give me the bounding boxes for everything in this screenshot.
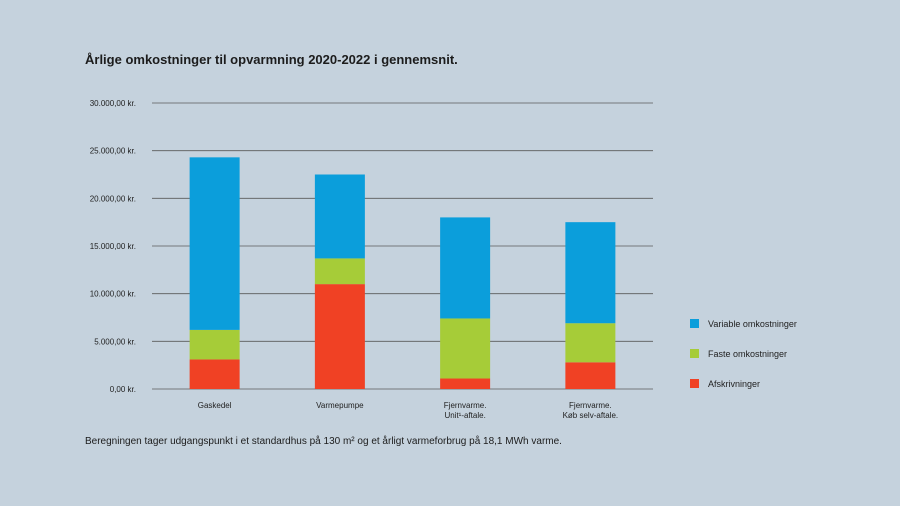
x-category-label: Unit¹-aftale. (444, 411, 485, 420)
x-category-label: Fjernvarme. (569, 401, 612, 410)
y-tick-label: 0,00 kr. (110, 385, 136, 394)
legend-swatch (690, 349, 699, 358)
legend-label: Faste omkostninger (708, 349, 787, 359)
y-tick-label: 25.000,00 kr. (90, 147, 136, 156)
bar-segment (565, 362, 616, 389)
y-tick-label: 5.000,00 kr. (94, 337, 136, 346)
y-tick-label: 30.000,00 kr. (90, 99, 136, 108)
x-category-label: Varmepumpe (316, 401, 364, 410)
y-tick-label: 15.000,00 kr. (90, 242, 136, 251)
x-category-label: Gaskedel (198, 401, 232, 410)
legend-swatch (690, 319, 699, 328)
bar-segment (314, 258, 365, 285)
y-tick-label: 20.000,00 kr. (90, 194, 136, 203)
bar-segment (440, 217, 491, 319)
bar-segment (314, 174, 365, 259)
x-category-label: Køb selv-aftale. (563, 411, 619, 420)
y-tick-label: 10.000,00 kr. (90, 290, 136, 299)
bar-segment (189, 329, 240, 360)
bar-segment (189, 157, 240, 330)
chart-title: Årlige omkostninger til opvarmning 2020-… (85, 52, 458, 67)
legend-label: Variable omkostninger (708, 319, 797, 329)
bar-segment (440, 378, 491, 389)
bar-segment (565, 222, 616, 324)
bar-segment (314, 284, 365, 389)
legend-swatch (690, 379, 699, 388)
bar-segment (189, 359, 240, 389)
bar-segment (440, 318, 491, 379)
legend-label: Afskrivninger (708, 379, 760, 389)
bar-segment (565, 323, 616, 363)
chart-footnote: Beregningen tager udgangspunkt i et stan… (85, 436, 562, 447)
x-category-label: Fjernvarme. (444, 401, 487, 410)
